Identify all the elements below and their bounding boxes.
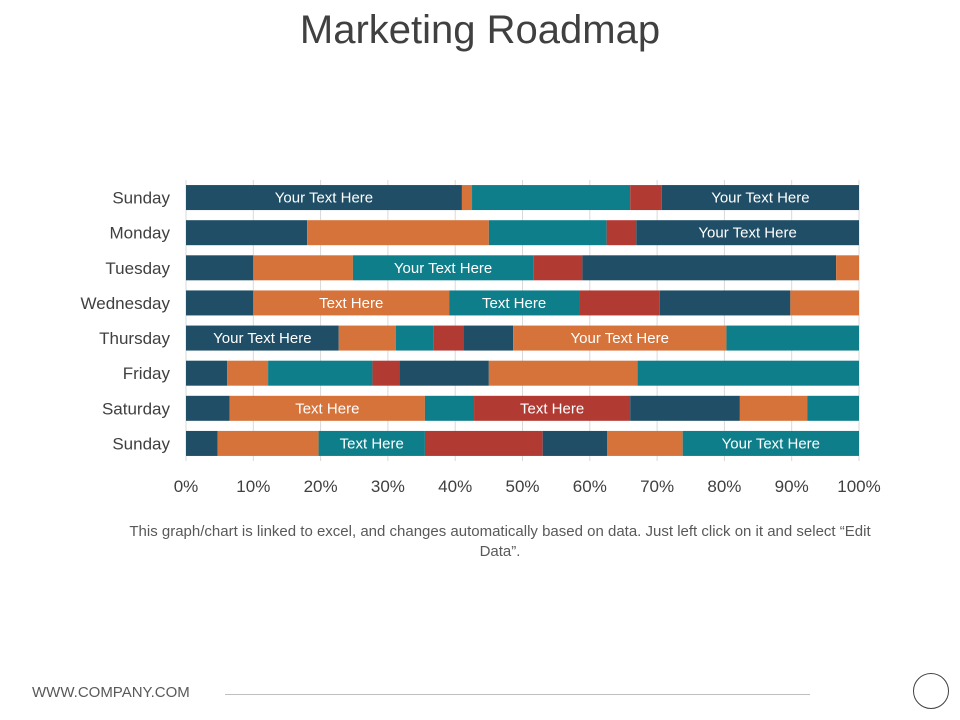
footer-divider	[225, 694, 810, 695]
bar-segment	[318, 430, 425, 456]
x-tick-label: 100%	[837, 477, 880, 496]
bar-segment	[461, 185, 473, 211]
segment-label: Your Text Here	[571, 330, 669, 347]
x-tick-label: 70%	[640, 477, 674, 496]
stacked-bar-chart: 0% 10% 20% 30% 40% 50% 60% 70% 80% 90% 100% Sunday Y…	[81, 180, 881, 496]
bar-segment	[790, 290, 859, 316]
bar-segment	[186, 395, 230, 421]
circle-icon	[913, 673, 949, 709]
bar-segment	[682, 430, 859, 456]
bar-segment	[186, 360, 228, 386]
category-label: Monday	[110, 224, 171, 243]
bar-segment	[542, 430, 608, 456]
bar-segment	[488, 220, 607, 246]
bar-segment	[463, 325, 514, 351]
bar-segment	[186, 185, 462, 211]
category-label: Wednesday	[81, 294, 171, 313]
bar-segment	[582, 255, 837, 281]
bar-segment	[579, 290, 660, 316]
bar-segment	[449, 290, 580, 316]
x-tick-label: 80%	[707, 477, 741, 496]
segment-label: Your Text Here	[711, 190, 809, 207]
bar-segment	[661, 185, 859, 211]
bar-segment	[217, 430, 319, 456]
chart-caption: This graph/chart is linked to excel, and…	[129, 523, 871, 560]
category-label: Thursday	[99, 329, 170, 348]
footer-url: WWW.COMPANY.COM	[32, 684, 190, 701]
bar-segment	[836, 255, 859, 281]
page-title: Marketing Roadmap	[299, 8, 661, 52]
bar-segment	[474, 395, 631, 421]
x-tick-label: 40%	[438, 477, 472, 496]
segment-label: Text Here	[520, 400, 584, 417]
x-tick-label: 50%	[505, 477, 539, 496]
bar-segment	[395, 325, 434, 351]
bar-segment	[472, 185, 631, 211]
x-tick-label: 30%	[371, 477, 405, 496]
bar-segment	[352, 255, 534, 281]
bar-segment	[433, 325, 464, 351]
category-label: Sunday	[112, 189, 170, 208]
bar-segment	[229, 395, 425, 421]
segment-label: Text Here	[295, 400, 359, 417]
bar-segment	[186, 255, 254, 281]
bar-segment	[807, 395, 859, 421]
bar-segment	[186, 220, 308, 246]
category-label: Saturday	[102, 399, 171, 418]
bar-segment	[253, 290, 450, 316]
bar-segment	[630, 185, 662, 211]
bar-segment	[424, 430, 543, 456]
bar-segment	[307, 220, 489, 246]
bar-segment	[186, 430, 218, 456]
segment-label: Your Text Here	[394, 260, 492, 277]
x-tick-label: 0%	[174, 477, 199, 496]
x-tick-label: 90%	[775, 477, 809, 496]
x-tick-label: 60%	[573, 477, 607, 496]
segment-label: Your Text Here	[275, 190, 373, 207]
bar-segment	[739, 395, 808, 421]
bar-segment	[338, 325, 396, 351]
segment-label: Text Here	[482, 295, 546, 312]
x-tick-label: 10%	[236, 477, 270, 496]
bar-segment	[268, 360, 373, 386]
bar-segment	[630, 395, 740, 421]
segment-label: Your Text Here	[722, 435, 820, 452]
category-label: Friday	[123, 364, 171, 383]
bar-segment	[372, 360, 400, 386]
bar-segment	[636, 220, 859, 246]
bar-segment	[424, 395, 475, 421]
bar-segment	[607, 430, 683, 456]
bar-segment	[186, 290, 254, 316]
bar-segment	[488, 360, 638, 386]
segment-label: Your Text Here	[213, 330, 311, 347]
bar-segment	[399, 360, 489, 386]
segment-label: Text Here	[319, 295, 383, 312]
x-tick-label: 20%	[304, 477, 338, 496]
bar-segment	[726, 325, 859, 351]
bar-segment	[513, 325, 727, 351]
category-label: Sunday	[112, 434, 170, 453]
category-label: Tuesday	[105, 259, 170, 278]
bar-segment	[606, 220, 637, 246]
bar-segment	[253, 255, 353, 281]
bar-segment	[186, 325, 339, 351]
bar-segment	[533, 255, 583, 281]
bar-segment	[637, 360, 859, 386]
segment-label: Your Text Here	[698, 225, 796, 242]
bar-segment	[227, 360, 269, 386]
bar-segment	[659, 290, 791, 316]
segment-label: Text Here	[340, 435, 404, 452]
